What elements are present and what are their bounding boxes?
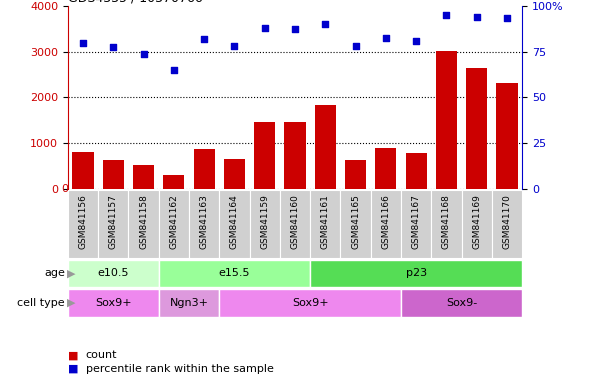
Text: GDS4335 / 10370766: GDS4335 / 10370766 — [68, 0, 202, 5]
Bar — [371, 190, 401, 258]
Bar — [103, 160, 124, 189]
Text: GSM841165: GSM841165 — [351, 194, 360, 249]
Bar — [405, 152, 427, 189]
Bar — [73, 152, 94, 189]
Bar — [492, 190, 522, 258]
Text: GSM841163: GSM841163 — [199, 194, 209, 249]
Point — [169, 67, 179, 73]
Text: count: count — [86, 350, 117, 360]
Text: ▶: ▶ — [67, 298, 76, 308]
Bar — [345, 160, 366, 189]
Bar — [314, 104, 336, 189]
Text: GSM841156: GSM841156 — [78, 194, 87, 249]
Bar — [496, 83, 517, 189]
Point — [290, 26, 300, 32]
Bar — [436, 51, 457, 189]
Point — [472, 14, 481, 20]
Text: Sox9+: Sox9+ — [292, 298, 329, 308]
Text: GSM841166: GSM841166 — [381, 194, 391, 249]
Bar — [129, 190, 159, 258]
Text: ■: ■ — [68, 350, 78, 360]
Bar — [133, 165, 154, 189]
Bar — [189, 190, 219, 258]
Text: 0: 0 — [61, 184, 68, 194]
Text: age: age — [44, 268, 65, 278]
Text: e10.5: e10.5 — [97, 268, 129, 278]
Text: p23: p23 — [405, 268, 427, 278]
Text: Sox9-: Sox9- — [446, 298, 477, 308]
Text: cell type: cell type — [17, 298, 65, 308]
Text: GSM841158: GSM841158 — [139, 194, 148, 249]
Bar — [401, 289, 522, 317]
Point — [411, 38, 421, 44]
Bar — [68, 260, 159, 287]
Point — [230, 43, 239, 50]
Point — [320, 22, 330, 28]
Text: GSM841160: GSM841160 — [290, 194, 300, 249]
Point — [109, 44, 118, 50]
Text: Sox9+: Sox9+ — [95, 298, 132, 308]
Text: GSM841159: GSM841159 — [260, 194, 269, 249]
Bar — [224, 159, 245, 189]
Text: percentile rank within the sample: percentile rank within the sample — [86, 364, 273, 374]
Bar — [280, 190, 310, 258]
Text: GSM841157: GSM841157 — [109, 194, 118, 249]
Bar — [340, 190, 371, 258]
Text: GSM841162: GSM841162 — [169, 194, 178, 248]
Bar — [159, 289, 219, 317]
Point — [78, 40, 88, 46]
Bar — [98, 190, 129, 258]
Bar — [466, 68, 487, 189]
Text: GSM841164: GSM841164 — [230, 194, 239, 248]
Text: GSM841167: GSM841167 — [412, 194, 421, 249]
Bar — [68, 289, 159, 317]
Point — [199, 36, 209, 42]
Bar — [68, 190, 98, 258]
Bar — [310, 190, 340, 258]
Bar — [219, 289, 401, 317]
Bar — [163, 175, 185, 189]
Text: Ngn3+: Ngn3+ — [169, 298, 208, 308]
Text: ■: ■ — [68, 364, 78, 374]
Text: GSM841169: GSM841169 — [472, 194, 481, 249]
Text: ▶: ▶ — [67, 268, 76, 278]
Bar — [250, 190, 280, 258]
Bar — [159, 190, 189, 258]
Text: GSM841170: GSM841170 — [503, 194, 512, 249]
Point — [139, 50, 148, 56]
Bar — [461, 190, 492, 258]
Text: GSM841168: GSM841168 — [442, 194, 451, 249]
Text: GSM841161: GSM841161 — [321, 194, 330, 249]
Bar — [401, 190, 431, 258]
Bar — [219, 190, 250, 258]
Bar — [284, 121, 306, 189]
Bar — [194, 149, 215, 189]
Point — [381, 35, 391, 41]
Bar — [254, 122, 276, 189]
Point — [260, 25, 270, 31]
Bar — [310, 260, 522, 287]
Bar — [159, 260, 310, 287]
Bar — [431, 190, 461, 258]
Point — [442, 12, 451, 18]
Bar — [375, 149, 396, 189]
Text: e15.5: e15.5 — [219, 268, 250, 278]
Point — [351, 43, 360, 50]
Point — [502, 15, 512, 21]
